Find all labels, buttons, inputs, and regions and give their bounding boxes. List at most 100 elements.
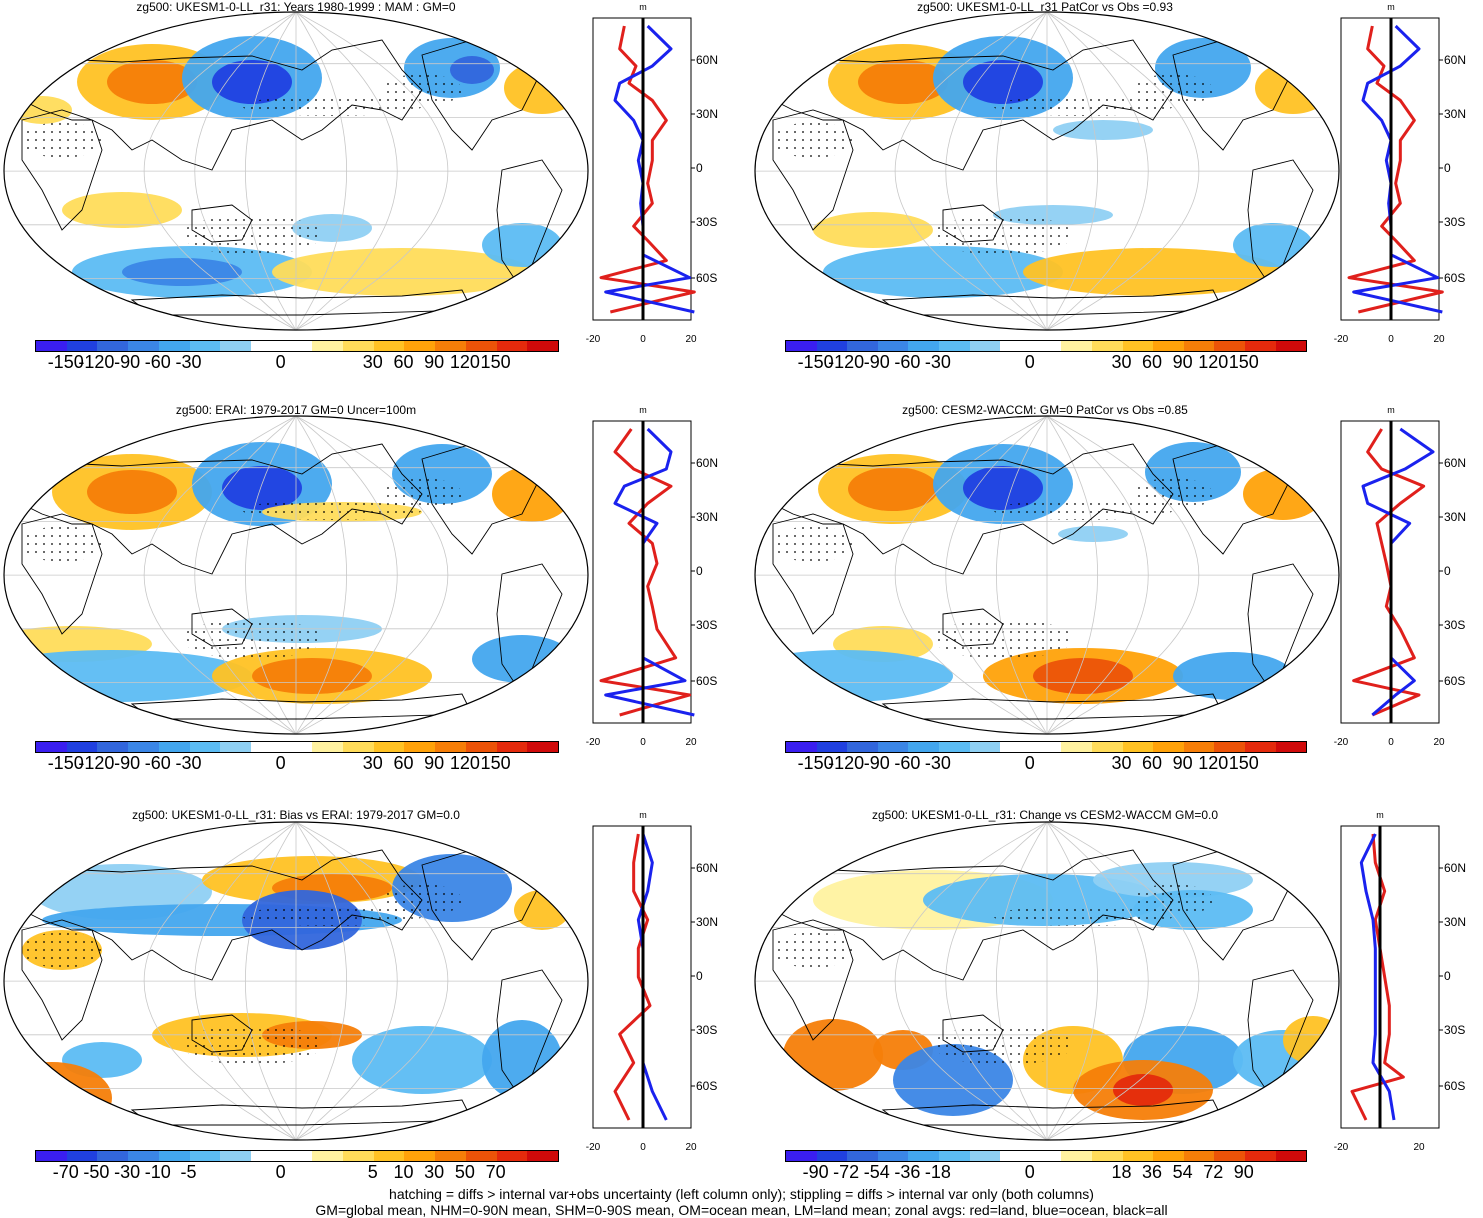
colorbar-swatch — [908, 341, 939, 351]
anomaly-region — [858, 60, 948, 104]
anomaly-region — [450, 56, 494, 84]
anomaly-region — [1255, 62, 1331, 114]
colorbar-swatch — [404, 341, 436, 351]
colorbar-swatch — [877, 742, 909, 752]
colorbar-swatch — [97, 1151, 129, 1161]
colorbar-swatch — [220, 341, 251, 351]
stippling — [22, 122, 102, 158]
graticule-lon — [245, 12, 297, 330]
coastline — [770, 443, 1174, 575]
colorbar-swatch — [250, 742, 282, 752]
coastline — [942, 1014, 1004, 1053]
colorbar-swatch — [465, 341, 497, 351]
colorbar-swatch — [435, 1151, 466, 1161]
ocean-mean-line — [1352, 24, 1443, 314]
graticule-lon — [1046, 416, 1149, 734]
colorbar-swatch — [312, 1151, 344, 1161]
panel-title: zg500: CESM2-WACCM: GM=0 PatCor vs Obs =… — [902, 403, 1188, 417]
colorbar-3 — [35, 741, 559, 753]
coastline — [772, 513, 854, 635]
colorbar-swatch — [786, 1151, 817, 1161]
graticule-lon — [295, 416, 398, 734]
graticule-lon — [996, 416, 1048, 734]
map-field — [755, 416, 1339, 734]
colorbar-swatch — [189, 742, 221, 752]
colorbar-swatch — [435, 742, 466, 752]
graticule-lon — [295, 822, 449, 1140]
coastline — [191, 204, 253, 243]
colorbar-swatch — [847, 341, 878, 351]
land-mean-line — [1352, 428, 1426, 717]
colorbar-swatch — [1244, 742, 1276, 752]
map-field — [4, 416, 588, 734]
x-tick-label: 20 — [685, 1142, 697, 1153]
coastline — [942, 608, 1004, 647]
ocean-mean-line — [604, 24, 695, 314]
graticule-lon — [295, 416, 449, 734]
colorbar-swatch — [1183, 341, 1215, 351]
colorbar-swatch — [1153, 1151, 1184, 1161]
colorbar-swatch — [250, 1151, 282, 1161]
lat-label: 30S — [1444, 618, 1465, 632]
colorbar-swatch — [938, 742, 970, 752]
colorbar-swatch — [189, 1151, 221, 1161]
zonal-unit: m — [1387, 2, 1395, 12]
anomaly-region — [823, 246, 1063, 298]
colorbar-swatch — [527, 341, 558, 351]
anomaly-region — [252, 658, 372, 694]
coastline — [881, 693, 1224, 720]
colorbar-swatch — [496, 1151, 528, 1161]
anomaly-region — [107, 60, 197, 104]
graticule-lon — [1046, 12, 1200, 330]
ocean-mean-line — [604, 427, 695, 717]
colorbar-1 — [35, 340, 559, 352]
colorbar-swatch — [158, 1151, 190, 1161]
colorbar-swatch — [877, 341, 909, 351]
graticule-lon — [1046, 416, 1200, 734]
graticule-lon — [143, 822, 297, 1140]
stippling — [993, 906, 1173, 926]
colorbar-swatch — [1275, 742, 1307, 752]
colorbar-swatch — [343, 742, 374, 752]
anomaly-region — [1053, 120, 1153, 140]
colorbar-swatch — [496, 742, 528, 752]
zonal-profile-4: m 60N 30N 0 30S 60S -20 0 20 — [1334, 405, 1466, 748]
colorbar-swatch — [97, 742, 129, 752]
coastline — [191, 608, 253, 647]
colorbar-swatch — [189, 341, 221, 351]
colorbar-swatch — [908, 742, 939, 752]
colorbar-swatch — [1122, 742, 1154, 752]
graticule-lon — [1046, 822, 1098, 1140]
graticule-lon — [1046, 822, 1149, 1140]
lat-label: 30N — [696, 107, 718, 121]
colorbar-swatch — [1214, 742, 1245, 752]
anomaly-region — [1033, 658, 1133, 694]
zonal-unit: m — [639, 405, 647, 415]
coastline — [130, 693, 473, 720]
zonal-profile-3: m 60N 30N 0 30S 60S -20 0 20 — [586, 405, 718, 748]
colorbar-swatch — [66, 742, 98, 752]
map-border — [3, 821, 589, 1141]
colorbar-swatch — [281, 1151, 313, 1161]
map-field — [4, 12, 588, 330]
colorbar-swatch — [847, 742, 878, 752]
coastline — [881, 289, 1224, 316]
stippling — [22, 526, 102, 562]
graticule-lon — [894, 12, 1048, 330]
colorbar-swatch — [220, 742, 251, 752]
graticule-lon — [143, 416, 297, 734]
map-border — [754, 821, 1340, 1141]
coastline — [770, 849, 1174, 981]
lat-label: 0 — [1444, 564, 1451, 578]
anomaly-region — [848, 467, 938, 511]
zonal-unit: m — [639, 2, 647, 12]
map-1 — [3, 11, 589, 331]
graticule-lon — [245, 822, 297, 1140]
colorbar-swatch — [1061, 1151, 1092, 1161]
lat-label: 60S — [1444, 674, 1465, 688]
map-field — [4, 822, 588, 1140]
lat-label: 60S — [696, 674, 717, 688]
zonal-frame — [1340, 825, 1443, 1129]
lat-label: 30S — [696, 1023, 717, 1037]
lat-label: 60S — [696, 1079, 717, 1093]
